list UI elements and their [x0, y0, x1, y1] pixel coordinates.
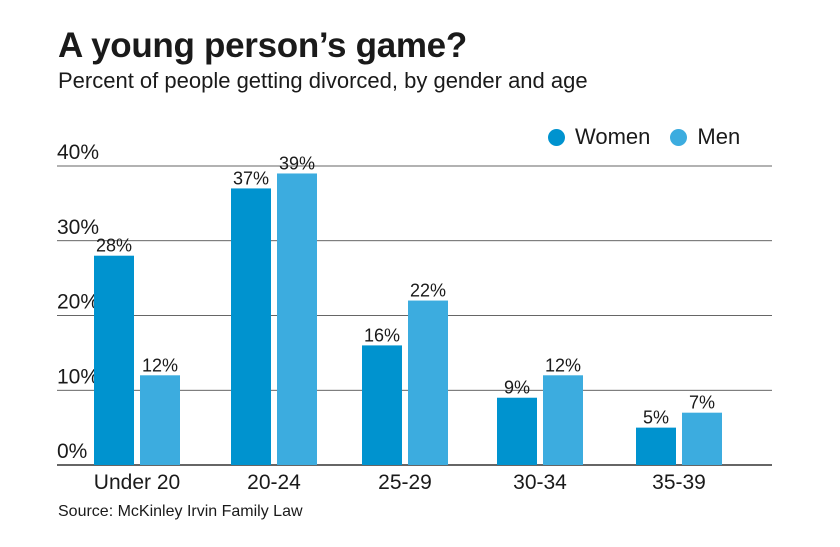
legend-item-men: Men: [670, 124, 740, 150]
data-label-men: 22%: [410, 281, 446, 301]
x-tick-label: 30-34: [513, 471, 567, 494]
bar-men: [408, 300, 448, 465]
data-label-men: 7%: [689, 393, 715, 413]
y-tick-label: 20%: [57, 291, 99, 314]
legend-item-women: Women: [548, 124, 650, 150]
chart-subtitle: Percent of people getting divorced, by g…: [58, 68, 588, 93]
x-tick-label: 35-39: [652, 471, 706, 494]
data-label-men: 12%: [545, 355, 581, 375]
legend: Women Men: [548, 124, 760, 150]
data-label-women: 37%: [233, 168, 269, 188]
legend-swatch-women: [548, 128, 565, 146]
y-tick-label: 0%: [57, 440, 87, 463]
bar-men: [543, 375, 583, 465]
bar-women: [94, 255, 134, 465]
y-tick-label: 40%: [57, 141, 99, 164]
source-note: Source: McKinley Irvin Family Law: [58, 503, 303, 520]
bar-men: [140, 375, 180, 465]
bar-men: [277, 173, 317, 465]
chart-title: A young person’s game?: [58, 26, 467, 65]
x-tick-label: Under 20: [94, 471, 180, 494]
data-label-men: 39%: [279, 153, 315, 173]
bar-women: [636, 427, 676, 465]
legend-label-men: Men: [697, 124, 741, 149]
data-label-women: 16%: [364, 325, 400, 345]
bar-women: [362, 345, 402, 465]
data-label-women: 9%: [504, 378, 530, 398]
x-tick-label: 20-24: [247, 471, 301, 494]
data-label-men: 12%: [142, 355, 178, 375]
legend-swatch-men: [670, 128, 688, 146]
data-label-women: 28%: [96, 236, 132, 256]
bar-women: [231, 188, 271, 466]
data-label-women: 5%: [643, 408, 669, 428]
legend-label-women: Women: [575, 124, 651, 149]
y-tick-label: 10%: [57, 365, 99, 388]
x-tick-label: 25-29: [378, 471, 432, 494]
bar-men: [682, 412, 722, 465]
y-tick-label: 30%: [57, 216, 99, 239]
bar-women: [497, 397, 537, 465]
